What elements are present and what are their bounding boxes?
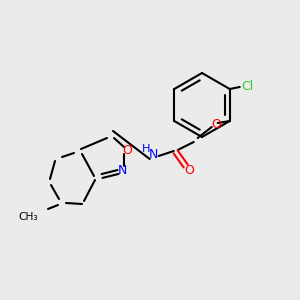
- Text: H: H: [142, 144, 150, 154]
- Text: Cl: Cl: [242, 80, 254, 94]
- Text: N: N: [117, 164, 127, 176]
- Text: N: N: [149, 148, 158, 161]
- Text: O: O: [122, 143, 132, 157]
- Text: O: O: [211, 118, 221, 131]
- Text: CH₃: CH₃: [18, 212, 38, 222]
- Text: O: O: [184, 164, 194, 176]
